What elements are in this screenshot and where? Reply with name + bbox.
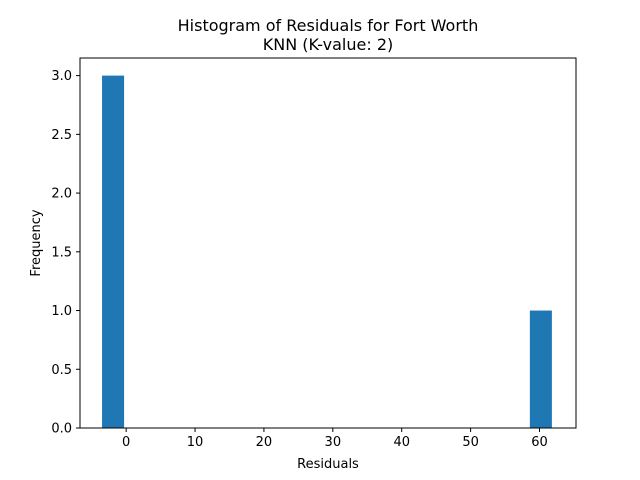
histogram-bar-1 bbox=[529, 310, 552, 428]
y-tick-label: 1.0 bbox=[51, 304, 72, 319]
bars-layer bbox=[102, 75, 552, 428]
y-tick-label: 3.0 bbox=[51, 69, 72, 84]
x-tick-label: 10 bbox=[187, 435, 204, 450]
y-tick-label: 2.5 bbox=[51, 128, 72, 143]
y-tick-label: 1.5 bbox=[51, 245, 72, 260]
x-tick-label: 0 bbox=[122, 435, 130, 450]
x-tick-label: 40 bbox=[393, 435, 410, 450]
x-tick-label: 60 bbox=[531, 435, 548, 450]
x-tick-label: 20 bbox=[256, 435, 273, 450]
plot-area-frame bbox=[79, 57, 577, 429]
x-axis-ticks: 0 10 20 30 40 50 60 bbox=[122, 428, 548, 450]
y-axis-label: Frequency bbox=[29, 209, 44, 276]
histogram-bar-0 bbox=[102, 75, 125, 428]
y-axis-ticks: 0.0 0.5 1.0 1.5 2.0 2.5 3.0 bbox=[51, 69, 80, 437]
chart-subtitle: KNN (K-value: 2) bbox=[263, 35, 394, 54]
y-tick-label: 0.5 bbox=[51, 363, 72, 378]
chart-title: Histogram of Residuals for Fort Worth bbox=[178, 16, 479, 35]
y-tick-label: 2.0 bbox=[51, 187, 72, 202]
x-tick-label: 50 bbox=[462, 435, 479, 450]
x-axis-label: Residuals bbox=[297, 457, 359, 472]
x-tick-label: 30 bbox=[325, 435, 342, 450]
y-tick-label: 0.0 bbox=[51, 422, 72, 437]
